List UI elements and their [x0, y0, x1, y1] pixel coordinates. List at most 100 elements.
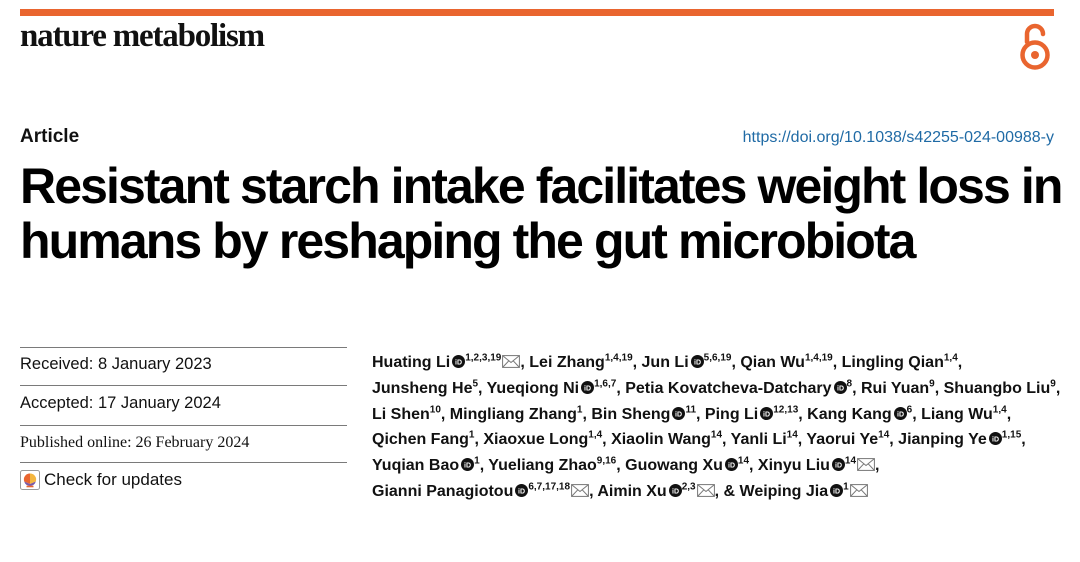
- author-affiliation: 10: [429, 404, 441, 416]
- author-name[interactable]: Lingling Qian: [841, 354, 944, 371]
- author: Lingling Qian1,4: [841, 352, 958, 371]
- author-name[interactable]: Kang Kang: [807, 405, 892, 423]
- author-name[interactable]: Lei Zhang: [529, 354, 605, 371]
- author: Mingliang Zhang1: [449, 405, 583, 423]
- author-name[interactable]: Xinyu Liu: [757, 457, 830, 475]
- received-date: Received: 8 January 2023: [20, 355, 212, 373]
- author-separator: ,: [582, 405, 592, 423]
- author-name[interactable]: Huating Li: [372, 354, 451, 371]
- author-name[interactable]: Mingliang Zhang: [449, 405, 577, 423]
- svg-text:iD: iD: [694, 359, 701, 366]
- orcid-icon[interactable]: iD: [833, 380, 847, 394]
- author-affiliation: 1,4: [588, 430, 603, 442]
- journal-name: nature metabolism: [20, 18, 265, 54]
- author-name[interactable]: Jianping Ye: [898, 431, 987, 449]
- author-affiliation: 9: [929, 378, 935, 390]
- author-name[interactable]: Yueqiong Ni: [486, 379, 580, 397]
- author-name[interactable]: Qian Wu: [740, 354, 805, 371]
- author-separator: ,: [616, 379, 626, 397]
- author-name[interactable]: Ping Li: [704, 405, 759, 423]
- author: Kang Kang iD 6: [807, 404, 913, 423]
- author: Ping Li iD 12,13: [704, 405, 798, 423]
- svg-text:iD: iD: [518, 488, 525, 495]
- author: Guowang Xu iD 14: [625, 455, 750, 475]
- author-affiliation: 6: [906, 404, 913, 416]
- email-icon[interactable]: [696, 484, 715, 497]
- author-name[interactable]: Liang Wu: [921, 405, 993, 423]
- author-name[interactable]: Gianni Panagiotou: [372, 482, 514, 500]
- orcid-icon[interactable]: iD: [831, 458, 845, 472]
- author-affiliation: 8: [846, 378, 853, 390]
- check-for-updates-button[interactable]: Check for updates: [20, 470, 182, 490]
- author-separator: ,: [714, 482, 724, 500]
- author-name[interactable]: Junsheng He: [372, 379, 473, 397]
- author-affiliation: 9: [1050, 378, 1056, 390]
- email-icon[interactable]: [849, 484, 868, 497]
- divider: [20, 347, 347, 348]
- svg-text:iD: iD: [835, 462, 842, 469]
- svg-text:iD: iD: [992, 437, 999, 444]
- author-name[interactable]: Guowang Xu: [625, 457, 723, 475]
- author-separator: ,: [602, 431, 612, 449]
- author: Qichen Fang1: [372, 430, 475, 449]
- divider: [20, 462, 347, 463]
- orcid-icon[interactable]: iD: [461, 458, 475, 472]
- author-separator: ,: [797, 431, 807, 449]
- author-affiliation: 1,2,3,19: [465, 352, 502, 364]
- author: Lei Zhang1,4,19: [529, 353, 632, 371]
- author-affiliation: 1: [468, 430, 475, 442]
- author: Liang Wu1,4: [921, 405, 1007, 423]
- email-icon[interactable]: [502, 355, 521, 368]
- orcid-icon[interactable]: iD: [830, 483, 844, 497]
- open-access-icon[interactable]: [1016, 20, 1054, 72]
- author: Yanli Li14: [730, 431, 798, 449]
- orcid-icon[interactable]: iD: [515, 483, 529, 497]
- author-separator: ,: [474, 431, 484, 449]
- author: Qian Wu1,4,19: [740, 353, 832, 371]
- orcid-icon[interactable]: iD: [672, 406, 686, 420]
- author-affiliation: 14: [737, 455, 750, 467]
- author-affiliation: 1,4: [943, 352, 958, 364]
- author-name[interactable]: Yuqian Bao: [372, 457, 460, 475]
- doi-link[interactable]: https://doi.org/10.1038/s42255-024-00988…: [742, 129, 1054, 146]
- author: Aimin Xu iD 2,3: [597, 481, 715, 500]
- svg-text:iD: iD: [584, 385, 591, 392]
- orcid-icon[interactable]: iD: [724, 458, 738, 472]
- author-name[interactable]: Li Shen: [372, 405, 430, 423]
- author: Yueliang Zhao9,16: [488, 456, 616, 475]
- author-name[interactable]: Bin Sheng: [591, 405, 671, 423]
- author-name[interactable]: Petia Kovatcheva-Datchary: [625, 379, 832, 397]
- author-name[interactable]: Yaorui Ye: [806, 431, 879, 449]
- orcid-icon[interactable]: iD: [452, 355, 466, 368]
- author-affiliation: 2,3: [681, 481, 696, 493]
- author: Shuangbo Liu9: [943, 378, 1056, 397]
- author-name[interactable]: Jun Li: [641, 354, 689, 371]
- author-name[interactable]: Rui Yuan: [861, 379, 930, 397]
- divider: [20, 385, 347, 386]
- author-name[interactable]: Yueliang Zhao: [488, 457, 597, 475]
- author-affiliation: 1: [474, 455, 480, 467]
- orcid-icon[interactable]: iD: [581, 380, 595, 394]
- orcid-icon[interactable]: iD: [668, 483, 682, 497]
- orcid-icon[interactable]: iD: [893, 406, 907, 420]
- orcid-icon[interactable]: iD: [690, 355, 704, 368]
- author-name[interactable]: Aimin Xu: [597, 482, 667, 500]
- author: Gianni Panagiotou iD 6,7,17,18: [372, 482, 589, 500]
- author-name[interactable]: & Weiping Jia: [723, 482, 829, 500]
- author-separator: ,: [696, 405, 705, 423]
- author-separator: ,: [889, 431, 899, 449]
- check-for-updates-label: Check for updates: [44, 470, 182, 489]
- author-name[interactable]: Xiaolin Wang: [611, 431, 711, 449]
- email-icon[interactable]: [571, 484, 589, 497]
- author-name[interactable]: Qichen Fang: [372, 431, 469, 449]
- orcid-icon[interactable]: iD: [988, 432, 1002, 446]
- author-name[interactable]: Xiaoxue Long: [483, 431, 589, 449]
- author: Huating Li iD 1,2,3,19: [372, 352, 521, 371]
- email-icon[interactable]: [857, 458, 875, 472]
- author-name[interactable]: Yanli Li: [730, 431, 787, 449]
- author: Yuqian Bao iD 1: [372, 455, 480, 475]
- author-separator: ,: [1021, 431, 1026, 449]
- accepted-date: Accepted: 17 January 2024: [20, 394, 221, 412]
- author-name[interactable]: Shuangbo Liu: [943, 379, 1051, 397]
- orcid-icon[interactable]: iD: [760, 406, 774, 420]
